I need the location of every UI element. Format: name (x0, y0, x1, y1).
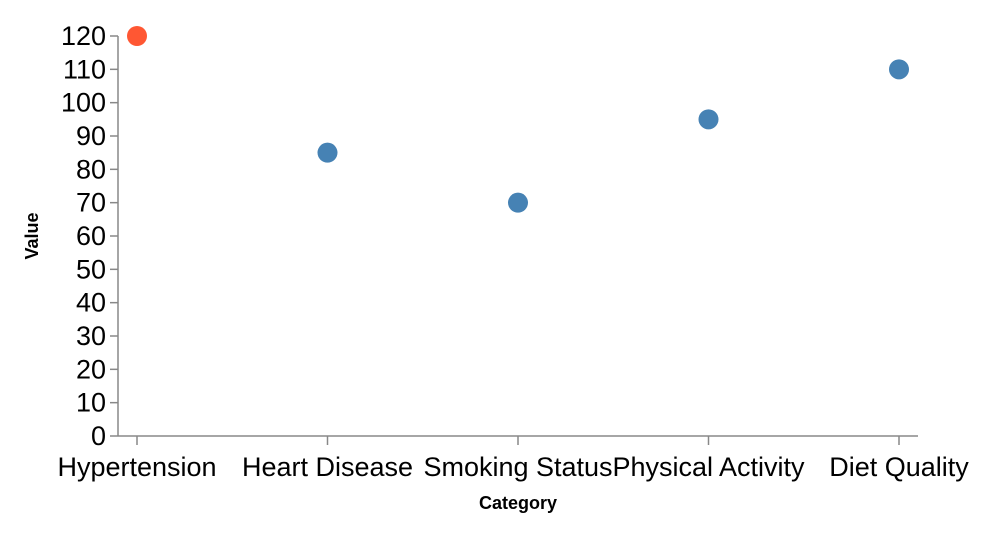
x-axis: Hypertension Heart Disease Smoking Status P… (57, 435, 969, 482)
data-point (508, 192, 528, 213)
data-point (127, 26, 147, 46)
y-tick-label: 110 (63, 54, 106, 84)
y-tick-label: 60 (76, 221, 106, 251)
y-tick-label: 20 (76, 354, 106, 384)
data-points (127, 26, 909, 213)
y-tick-label: 50 (76, 254, 106, 284)
y-tick-label: 40 (76, 288, 106, 318)
y-tick-label: 0 (91, 421, 106, 451)
x-tick-label: Hypertension (57, 452, 216, 482)
x-tick-label: Smoking Status (423, 452, 612, 482)
y-tick-label: 80 (76, 154, 106, 184)
data-point (889, 59, 909, 80)
data-point (317, 142, 338, 163)
y-axis-title: Value (22, 212, 42, 259)
y-tick-label: 100 (61, 88, 106, 118)
y-tick-label: 120 (61, 21, 106, 51)
y-tick-label: 90 (76, 121, 106, 151)
data-point (698, 109, 719, 130)
x-tick-label: Heart Disease (242, 452, 413, 482)
y-tick-label: 70 (76, 188, 106, 218)
y-tick-label: 30 (76, 321, 106, 351)
x-tick-label: Physical Activity (612, 452, 805, 482)
y-tick-label: 10 (76, 388, 106, 418)
x-tick-label: Diet Quality (829, 452, 969, 482)
x-axis-title: Category (479, 493, 557, 513)
